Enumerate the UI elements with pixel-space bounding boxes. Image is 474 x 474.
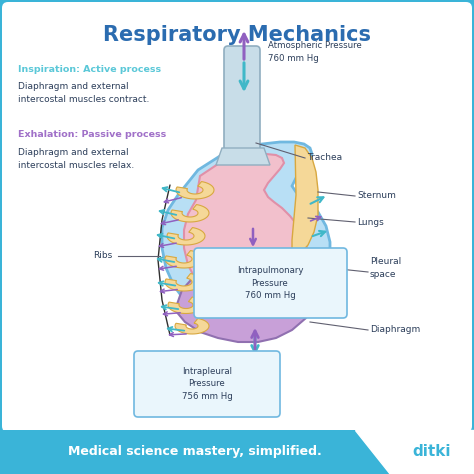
FancyBboxPatch shape <box>224 46 260 164</box>
FancyBboxPatch shape <box>194 248 347 318</box>
Polygon shape <box>355 430 474 474</box>
Polygon shape <box>165 251 203 268</box>
Polygon shape <box>167 228 205 245</box>
FancyBboxPatch shape <box>134 351 280 417</box>
Text: Sternum: Sternum <box>357 191 396 201</box>
Text: Pleural
space: Pleural space <box>370 257 401 279</box>
Text: Ribs: Ribs <box>93 252 112 261</box>
Text: Intrapleural
Pressure
756 mm Hg: Intrapleural Pressure 756 mm Hg <box>182 367 232 401</box>
Text: ditki: ditki <box>413 445 451 459</box>
Text: Exhalation: Passive process: Exhalation: Passive process <box>18 130 166 139</box>
Polygon shape <box>175 319 209 334</box>
Polygon shape <box>176 182 214 199</box>
Text: Respiratory Mechanics: Respiratory Mechanics <box>103 25 371 45</box>
Text: Diaphragm and external
intercostal muscles relax.: Diaphragm and external intercostal muscl… <box>18 148 134 170</box>
Text: Trachea: Trachea <box>307 153 342 162</box>
Text: Medical science mastery, simplified.: Medical science mastery, simplified. <box>68 446 322 458</box>
Polygon shape <box>175 264 320 342</box>
Polygon shape <box>165 273 203 291</box>
Polygon shape <box>216 148 270 165</box>
Text: Diaphragm: Diaphragm <box>370 326 420 335</box>
Text: Inspiration: Active process: Inspiration: Active process <box>18 65 161 74</box>
Text: Intrapulmonary
Pressure
760 mm Hg: Intrapulmonary Pressure 760 mm Hg <box>237 266 303 300</box>
Polygon shape <box>162 142 330 326</box>
FancyBboxPatch shape <box>2 2 472 432</box>
Text: Lungs: Lungs <box>357 218 384 227</box>
Text: Diaphragm and external
intercostal muscles contract.: Diaphragm and external intercostal muscl… <box>18 82 149 103</box>
Polygon shape <box>168 297 204 313</box>
Bar <box>0 430 474 474</box>
Polygon shape <box>292 145 318 255</box>
Polygon shape <box>171 205 209 222</box>
Polygon shape <box>184 154 308 315</box>
Text: Atmospheric Pressure
760 mm Hg: Atmospheric Pressure 760 mm Hg <box>268 41 362 63</box>
